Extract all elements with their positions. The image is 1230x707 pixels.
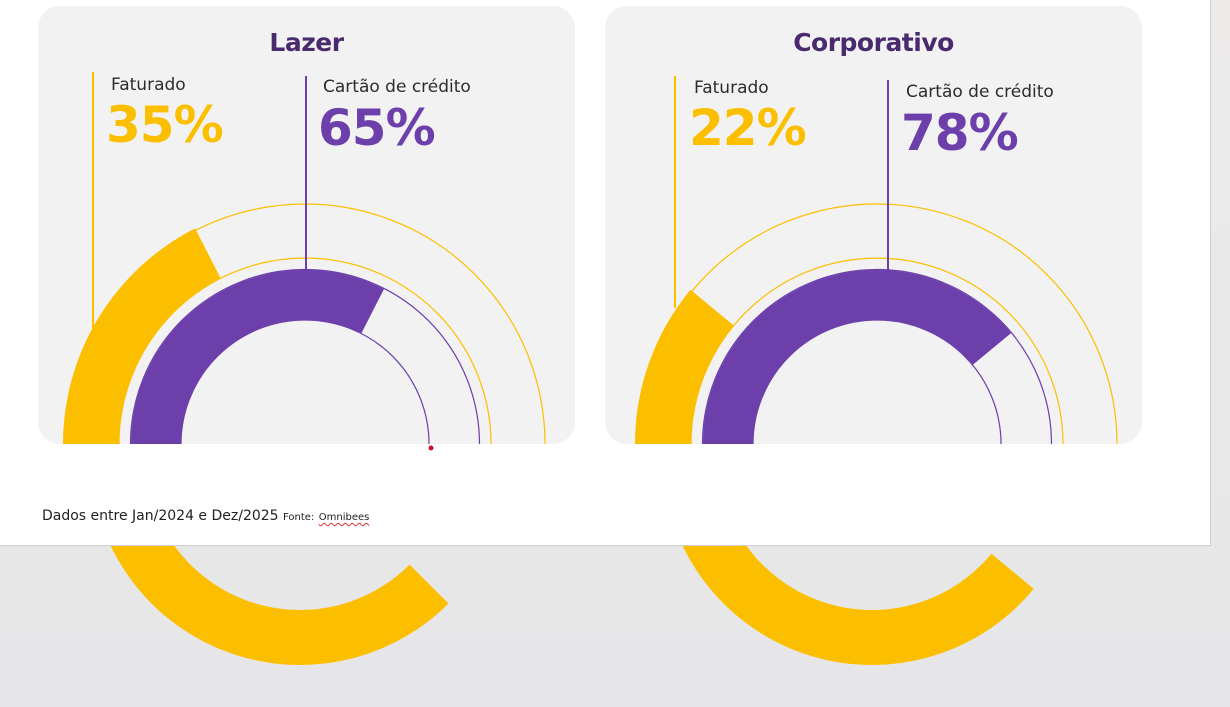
inner-guide-arc-inner-corporativo (752, 319, 1002, 445)
data-label-faturado-lazer: 35% (106, 96, 224, 154)
cartao-arc-lazer (131, 270, 384, 444)
card-corporativo: Corporativo (605, 6, 1142, 444)
slide: Lazer Corporativo Faturado 35% Cartão de… (0, 0, 1211, 546)
source-label: Fonte: (283, 512, 315, 523)
marker-dot (428, 445, 434, 451)
data-label-cartao-lazer: 65% (318, 99, 436, 157)
chart-title-lazer: Lazer (269, 28, 344, 57)
data-label-cartao-corporativo: 78% (901, 104, 1019, 162)
donut-charts (63, 72, 1118, 451)
legend-label-faturado-lazer: Faturado (111, 75, 186, 95)
chart-group-lazer (63, 203, 546, 445)
legend-label-cartao-corporativo: Cartão de crédito (906, 82, 1054, 102)
legend-label-faturado-corporativo: Faturado (694, 78, 769, 98)
background-arc-corporativo (668, 493, 1034, 665)
footer-note: Dados entre Jan/2024 e Dez/2025 Fonte: O… (42, 508, 369, 524)
inner-guide-arc-outer-corporativo (701, 268, 1053, 445)
faturado-arc-corporativo (635, 289, 734, 444)
footer-text: Dados entre Jan/2024 e Dez/2025 (42, 508, 279, 524)
background-arc-lazer (96, 493, 449, 666)
chart-group-corporativo (635, 203, 1118, 445)
legend-label-cartao-lazer: Cartão de crédito (323, 77, 471, 97)
chart-title-corporativo: Corporativo (793, 28, 954, 57)
cartao-arc-corporativo (703, 270, 1012, 444)
faturado-arc-lazer (63, 228, 221, 444)
source-name: Omnibees (318, 512, 370, 523)
data-label-faturado-corporativo: 22% (689, 99, 807, 157)
